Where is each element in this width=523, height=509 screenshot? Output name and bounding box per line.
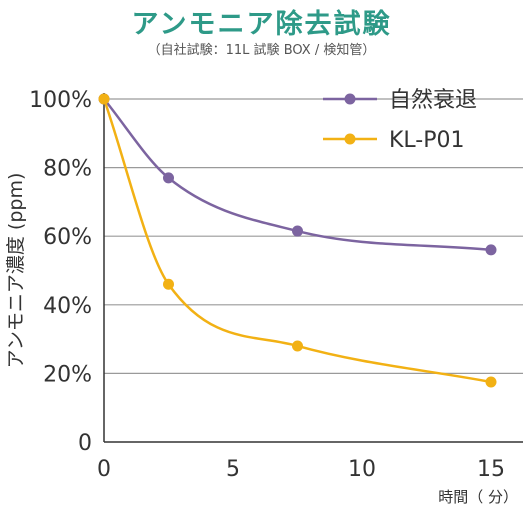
x-tick-label-1: 5 <box>226 457 240 482</box>
series-0-point-2 <box>292 225 303 237</box>
x-tick-label-3: 15 <box>477 457 505 482</box>
y-axis-label: アンモニア濃度 (ppm) <box>5 173 27 369</box>
y-tick-label-5: 100% <box>29 88 92 113</box>
x-axis-label: 時間（ 分） <box>438 488 518 506</box>
grid-lines <box>104 98 523 374</box>
axes <box>103 93 523 443</box>
series-1-point-2 <box>292 340 303 352</box>
series-line-0 <box>103 98 492 252</box>
series-lines <box>98 93 497 388</box>
legend: 自然衰退 KL-P01 <box>323 88 477 153</box>
y-tick-label-0: 0 <box>78 431 92 456</box>
chart-subtitle: （自社試験：11L 試験 BOX / 検知管） <box>147 43 376 58</box>
series-0-point-1 <box>163 172 174 184</box>
x-tick-label-0: 0 <box>97 457 111 482</box>
series-line-1 <box>102 98 492 384</box>
legend-label-1: KL-P01 <box>389 128 465 153</box>
series-1-point-1 <box>163 278 174 290</box>
y-tick-label-2: 40% <box>43 294 92 319</box>
legend-marker-0 <box>344 93 356 105</box>
legend-marker-1 <box>344 133 356 145</box>
y-tick-label-4: 80% <box>43 157 92 182</box>
series-1-point-3 <box>485 376 497 388</box>
tick-labels: 0 20% 40% 60% 80% 100% 0 5 10 15 <box>29 88 505 482</box>
chart-title: アンモニア除去試験 <box>131 9 392 40</box>
y-tick-label-3: 60% <box>43 225 92 250</box>
series-1-point-0 <box>98 93 110 105</box>
y-tick-label-1: 20% <box>43 362 92 387</box>
series-0-point-3 <box>485 244 497 256</box>
legend-label-0: 自然衰退 <box>389 88 477 113</box>
x-tick-label-2: 10 <box>348 457 376 482</box>
